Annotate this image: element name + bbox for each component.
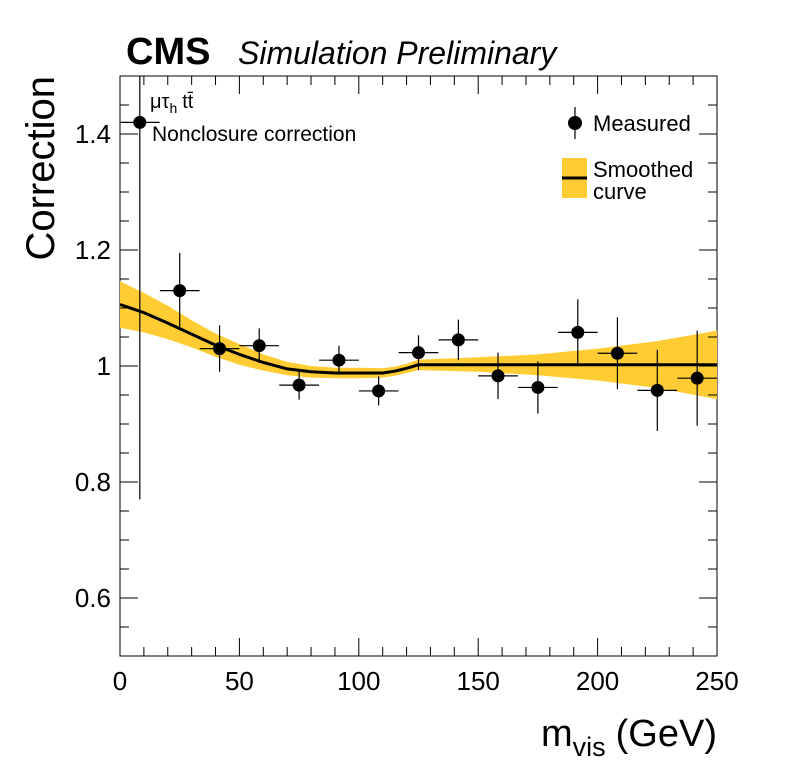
y-tick-label: 1 [97,351,111,381]
x-axis-title: mvis (GeV) [541,713,717,762]
measured-point [597,317,638,390]
x-tick-label: 100 [337,666,380,696]
measured-point [358,376,399,406]
measured-point [279,370,319,400]
point-marker [252,339,266,353]
measured-point [120,76,160,500]
legend-smoothed-label-2: curve [593,179,647,204]
axis-tick-labels: 0 50 100 150 200 250 0.6 0.8 1 1.2 1.4 [75,119,739,696]
x-axis-title-sub: vis [573,732,606,762]
measured-point [239,328,280,364]
point-marker [213,342,227,356]
y-tick-label: 0.8 [75,467,111,497]
point-marker [690,371,704,385]
point-marker [451,333,465,347]
measured-point [557,299,598,366]
x-tick-label: 150 [457,666,500,696]
measured-point [398,335,439,371]
legend-measured-label: Measured [593,111,691,136]
y-axis-title: Correction [19,76,63,261]
channel-sub: h [169,100,177,116]
measured-point [637,349,678,431]
cms-label: CMS [126,31,210,73]
x-axis-title-main: m [541,713,573,755]
point-marker [650,383,664,397]
legend-smoothed-label-1: Smoothed [593,157,693,182]
description-label: Nonclosure correction [152,123,356,146]
point-marker [292,378,306,392]
y-tick-label: 1.2 [75,235,111,265]
point-marker [133,115,147,129]
point-marker [173,284,187,298]
axis-ticks [119,75,718,657]
x-tick-label: 0 [113,666,127,696]
x-tick-label: 50 [225,666,254,696]
smoothed-uncertainty-band [120,281,717,400]
x-axis-title-unit: (GeV) [616,713,717,755]
smoothed-curve-line [119,303,717,375]
measured-point [438,319,479,361]
x-tick-label: 250 [695,666,738,696]
status-label: Simulation Preliminary [238,35,558,71]
measured-point [518,361,558,414]
y-tick-label: 0.6 [75,583,111,613]
channel-suffix: tt̄ [182,91,194,113]
point-marker [412,346,425,360]
channel-label: μτh tt̄ [150,91,194,116]
point-marker [610,346,624,360]
point-marker [491,369,505,383]
point-marker [332,353,346,367]
measured-point [478,352,518,400]
measured-point [677,330,717,426]
point-marker [372,384,386,398]
legend-measured-marker [568,116,582,130]
measured-point [159,252,200,329]
x-tick-label: 200 [576,666,619,696]
measured-points [120,76,717,500]
measured-point [199,325,240,372]
channel-main: μτ [150,91,170,113]
y-tick-label: 1.4 [75,119,111,149]
measured-point [319,345,359,375]
point-marker [531,380,545,394]
legend: Measured Smoothed curve [562,107,693,204]
point-marker [571,325,585,339]
